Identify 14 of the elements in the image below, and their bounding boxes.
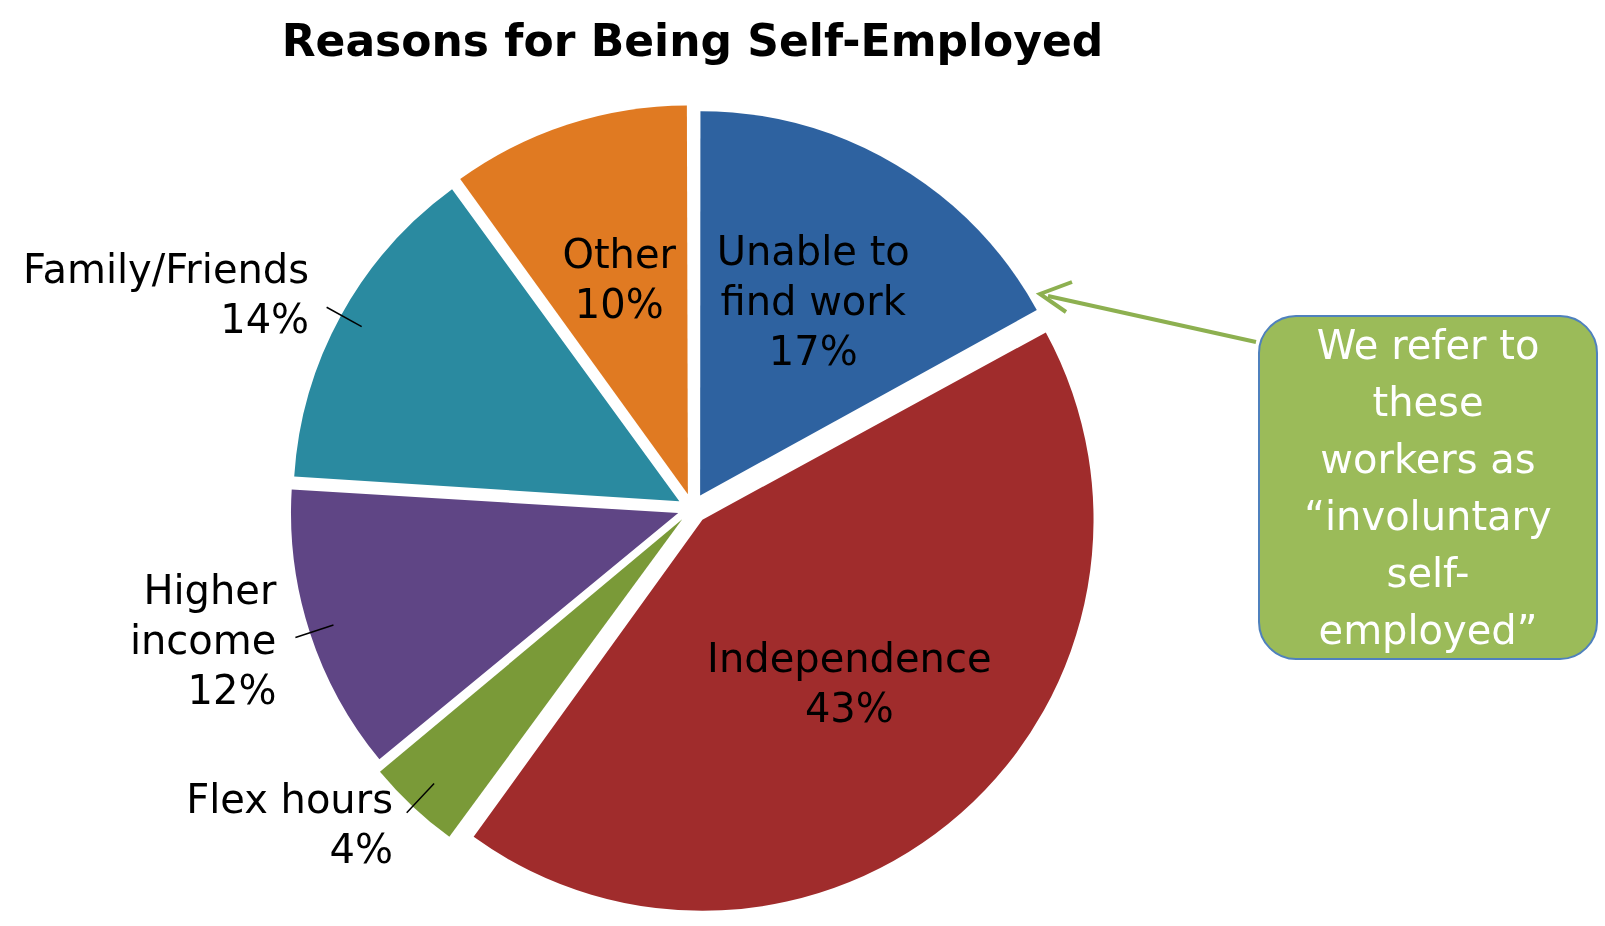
slice-label: Flex hours (186, 775, 394, 822)
slice-label: Other (562, 231, 677, 278)
slice-label: Independence (707, 634, 992, 681)
data-label: 12% (187, 666, 277, 713)
data-label: 10% (574, 281, 664, 328)
text: We refer to these workers as “involuntary self-employed” (1258, 315, 1598, 660)
slice-label: Unable to find work (716, 227, 910, 324)
data-label: 14% (220, 296, 310, 343)
slice-label: Family/Friends (23, 246, 310, 293)
data-label: 4% (329, 825, 394, 872)
chart-title: Reasons for Being Self-Employed (281, 14, 1104, 66)
data-label: 17% (768, 327, 858, 374)
data-label: 43% (804, 684, 894, 731)
slice-label: Higher income (129, 566, 277, 663)
